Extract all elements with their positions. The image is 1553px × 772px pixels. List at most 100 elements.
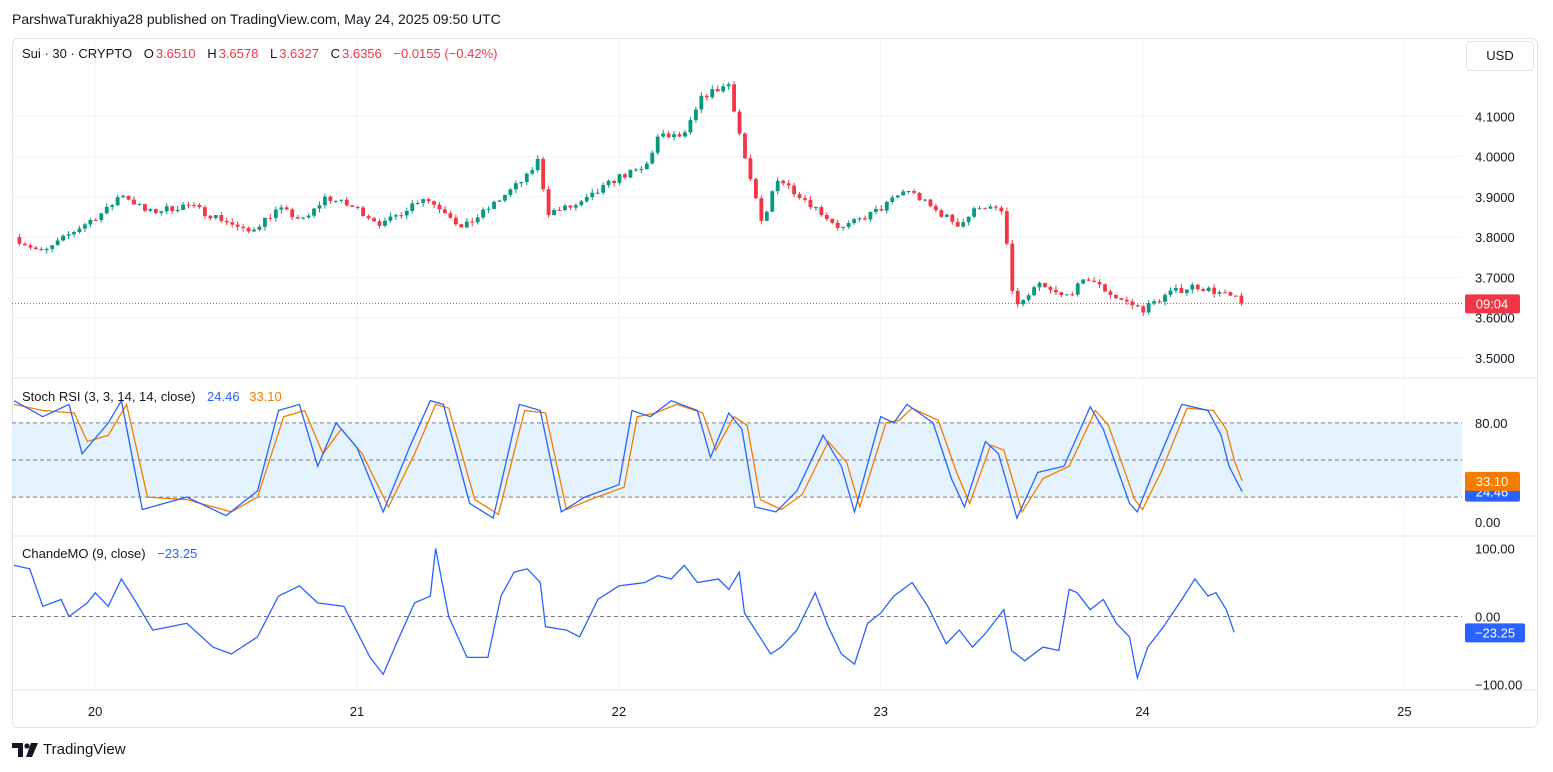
attribution-text: ParshwaTurakhiya28 published on TradingV… (12, 11, 501, 27)
stoch-name[interactable]: Stoch RSI (3, 3, 14, 14, close) (22, 389, 196, 404)
candle-body (1037, 282, 1042, 288)
candle-body (470, 221, 475, 223)
candle-body (1026, 295, 1031, 300)
candle-body (503, 195, 507, 201)
candle-body (197, 205, 202, 208)
time-tick-label: 20 (88, 704, 102, 719)
candle-body (44, 248, 49, 251)
candle-body (835, 222, 840, 228)
candle-body (1168, 290, 1173, 295)
candle-body (688, 120, 693, 133)
candle-body (137, 204, 142, 206)
candle-body (983, 208, 987, 210)
candle-body (977, 208, 982, 210)
candle-body (541, 158, 546, 190)
candle-body (759, 198, 764, 221)
cmo-name[interactable]: ChandeMO (9, close) (22, 546, 146, 561)
candle-body (1212, 287, 1217, 294)
open-label: O (143, 46, 154, 61)
grid-lines (12, 40, 1538, 691)
candle-body (644, 163, 649, 170)
candle-body (939, 210, 944, 217)
candle-body (443, 209, 447, 214)
candle-body (1108, 291, 1113, 295)
candle-body (284, 207, 289, 210)
candle-body (61, 235, 66, 241)
candle-body (683, 132, 687, 137)
price-tick-label: 3.6000 (1475, 311, 1515, 326)
candle-body (743, 133, 747, 159)
price-axis[interactable]: 4.1000 4.0000 3.9000 3.8000 3.7000 3.6000 3.50… (1475, 109, 1522, 692)
candle-body (448, 213, 453, 218)
candle-body (268, 217, 273, 219)
candle-body (546, 189, 551, 216)
candle-body (213, 215, 218, 219)
candle-body (606, 180, 611, 186)
stoch-k-line (13, 398, 1243, 520)
change-value: −0.0155 (−0.42%) (393, 46, 498, 61)
candle-body (28, 245, 33, 248)
candle-body (1114, 294, 1118, 299)
candle-body (732, 84, 736, 112)
candle-body (1184, 289, 1189, 293)
candle-body (661, 133, 666, 137)
candle-body (170, 206, 175, 211)
cmo-tick-label: 100.00 (1475, 541, 1515, 556)
candle-body (290, 209, 295, 218)
candle-body (23, 243, 27, 246)
candle-body (1239, 295, 1244, 304)
candle-body (72, 232, 76, 235)
candle-body (552, 209, 556, 216)
candle-body (1179, 287, 1184, 293)
candle-body (366, 216, 371, 219)
candle-body (475, 217, 480, 223)
candle-body (295, 217, 300, 219)
candle-body (306, 215, 311, 218)
cmo-tick-label: −100.00 (1475, 678, 1522, 693)
candle-body (235, 224, 240, 227)
symbol-label[interactable]: Sui · 30 · CRYPTO (22, 46, 133, 61)
candle-body (497, 200, 502, 202)
stoch-d-value: 33.10 (249, 389, 282, 404)
candle-body (126, 195, 131, 200)
stoch-band (12, 422, 1462, 617)
candle-body (966, 216, 971, 223)
candle-body (906, 190, 911, 192)
stoch-legend: Stoch RSI (3, 3, 14, 14, close) 24.46 33… (22, 389, 284, 404)
candle-body (410, 203, 415, 211)
cmo-tick-label: 0.00 (1475, 610, 1500, 625)
stoch-d-badge-text: 33.10 (1476, 474, 1509, 489)
candle-body (737, 111, 742, 134)
candle-body (753, 179, 758, 199)
candle-body (895, 195, 900, 198)
candle-body (1223, 292, 1227, 294)
currency-button[interactable]: USD (1466, 41, 1534, 71)
candle-body (301, 217, 306, 219)
candle-body (328, 196, 333, 201)
candle-body (350, 205, 355, 207)
candle-body (1119, 298, 1124, 300)
candle-body (1010, 243, 1015, 291)
candle-body (404, 210, 409, 216)
candle-body (153, 209, 158, 214)
candle-body (492, 201, 496, 209)
candle-body (1157, 301, 1162, 303)
candle-body (1190, 284, 1195, 290)
candle-body (928, 199, 933, 207)
candle-body (181, 204, 186, 210)
candle-body (17, 237, 22, 244)
tradingview-logo[interactable]: TradingView (12, 741, 126, 758)
indicator-lines (13, 398, 1243, 681)
candle-body (186, 204, 191, 206)
candle-body (672, 134, 676, 138)
candle-body (595, 192, 600, 194)
candle-body (726, 84, 731, 87)
candle-body (557, 209, 562, 211)
tradingview-logo-icon (12, 742, 38, 757)
time-axis[interactable]: 20 21 22 23 24 25 (88, 704, 1412, 719)
candle-body (693, 109, 698, 121)
candle-body (650, 152, 655, 164)
candle-body (121, 195, 126, 198)
candle-body (1146, 303, 1151, 313)
